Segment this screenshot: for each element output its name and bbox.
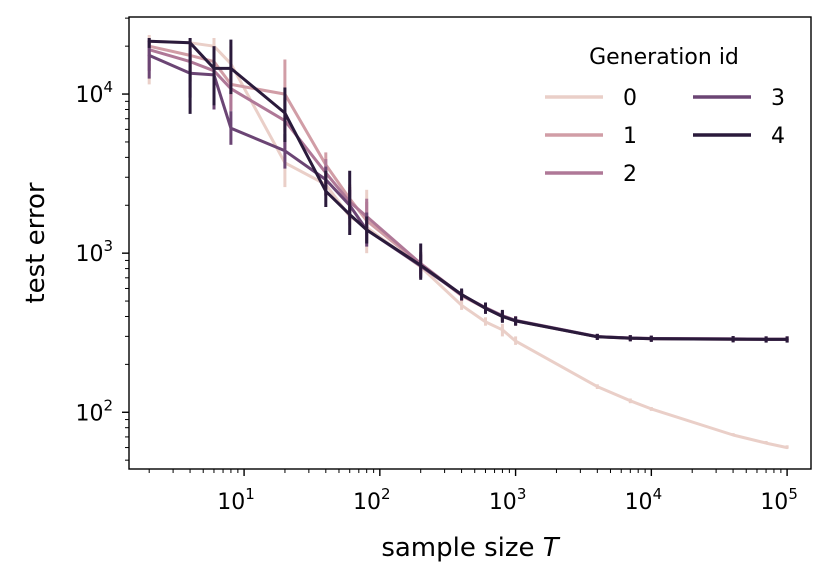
legend-label: 3 <box>771 86 785 111</box>
x-axis-ticks: 101 102 103 104 105 <box>148 469 798 515</box>
legend-label: 2 <box>623 162 637 187</box>
x-tick-label: 102 <box>353 485 391 515</box>
plot-area-frame <box>128 16 812 470</box>
legend-entry-4: 4 <box>693 124 785 149</box>
x-tick-label: 101 <box>217 485 255 515</box>
legend-entry-0: 0 <box>545 86 637 111</box>
legend-entry-1: 1 <box>545 124 637 149</box>
legend-label: 1 <box>623 124 637 149</box>
series-line-0 <box>147 39 789 450</box>
x-tick-label: 103 <box>489 485 527 515</box>
legend-entry-3: 3 <box>693 86 785 111</box>
series-line-2 <box>147 48 789 341</box>
legend-label: 4 <box>771 124 785 149</box>
x-tick-label: 105 <box>760 485 798 515</box>
y-tick-label: 104 <box>75 78 113 108</box>
legend-title: Generation id <box>589 45 739 70</box>
y-axis-label: test error <box>21 182 51 303</box>
legend-entry-2: 2 <box>545 162 637 187</box>
y-axis-ticks: 102 103 104 <box>75 17 129 461</box>
x-axis-label: sample size T <box>381 533 560 563</box>
y-tick-label: 103 <box>75 237 113 267</box>
legend: Generation id 0 1 2 3 4 <box>545 45 785 187</box>
series-4 <box>147 38 789 343</box>
x-tick-label: 104 <box>625 485 663 515</box>
y-tick-label: 102 <box>75 396 113 426</box>
legend-label: 0 <box>623 86 637 111</box>
series-layer <box>147 35 789 450</box>
